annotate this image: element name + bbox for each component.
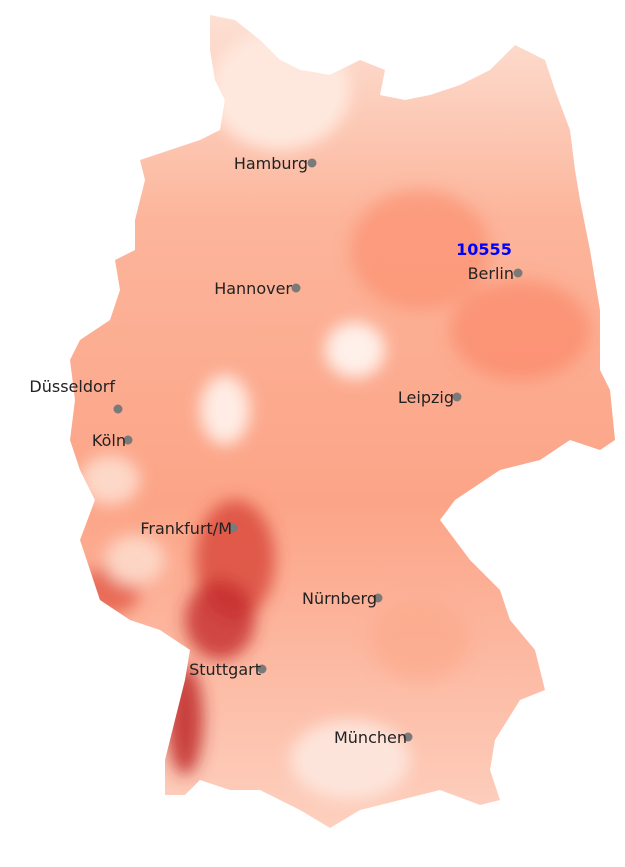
city-marker-frankfurt/m <box>228 523 238 533</box>
city-label: Stuttgart <box>189 660 261 679</box>
city-marker-stuttgart <box>257 664 267 674</box>
city-label: Nürnberg <box>302 589 377 608</box>
city-marker-münchen <box>403 732 413 742</box>
city-label: Düsseldorf <box>29 377 115 396</box>
city-label: Berlin <box>468 264 514 283</box>
city-marker-hannover <box>291 283 301 293</box>
city-marker-leipzig <box>452 392 462 402</box>
city-marker-nürnberg <box>373 593 383 603</box>
city-marker-düsseldorf <box>113 404 123 414</box>
city-label: Leipzig <box>398 388 454 407</box>
city-marker-berlin <box>513 268 523 278</box>
city-label: Köln <box>92 431 126 450</box>
city-marker-köln <box>123 435 133 445</box>
city-label: München <box>334 728 407 747</box>
city-label: Frankfurt/M <box>140 519 232 538</box>
city-label: Hamburg <box>234 154 308 173</box>
city-label: Hannover <box>214 279 292 298</box>
highlight-label: 10555 <box>456 240 512 259</box>
city-marker-hamburg <box>307 158 317 168</box>
